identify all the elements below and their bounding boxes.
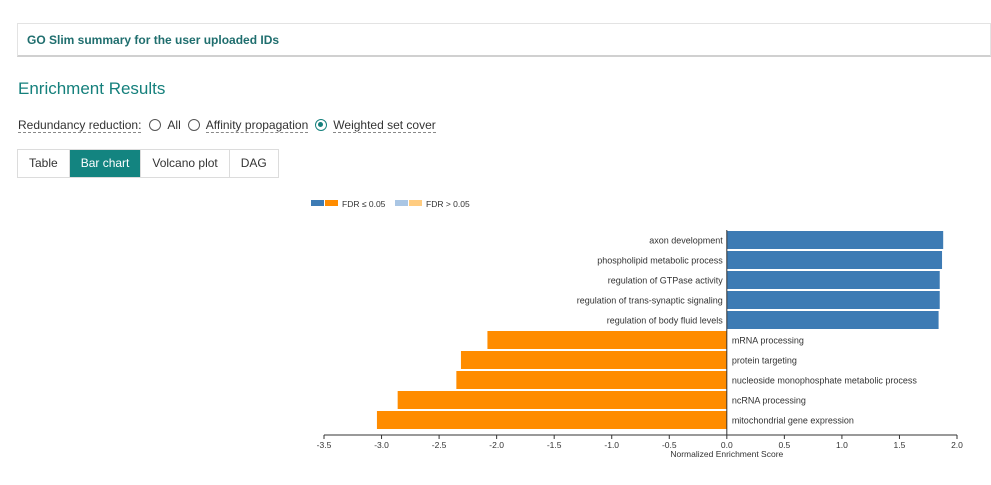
x-tick-label-12: 2.0	[951, 440, 963, 450]
bar-9[interactable]	[397, 391, 727, 409]
bar-2[interactable]	[726, 251, 943, 269]
radio-affinity-propagation[interactable]	[187, 119, 200, 131]
tab-bar-chart[interactable]: Bar chart	[69, 150, 142, 177]
category-label-2: phospholipid metabolic process	[597, 256, 723, 266]
x-tick-label-11: 1.5	[894, 440, 906, 450]
view-tabs: Table Bar chart Volcano plot DAG	[17, 149, 279, 178]
bar-8[interactable]	[456, 371, 727, 389]
go-slim-summary-title[interactable]: GO Slim summary for the user uploaded ID…	[27, 33, 280, 47]
x-tick-label-8: 0.0	[721, 440, 733, 450]
category-label-9: ncRNA processing	[732, 396, 806, 406]
bar-4[interactable]	[726, 291, 940, 309]
category-label-4: regulation of trans-synaptic signaling	[577, 296, 723, 306]
tab-dag[interactable]: DAG	[229, 150, 278, 177]
redundancy-reduction-group: Redundancy reduction: All Affinity propa…	[18, 116, 443, 134]
category-label-5: regulation of body fluid levels	[607, 316, 724, 326]
legend-swatch-1-2	[325, 200, 338, 206]
radio-option-affinity-propagation[interactable]: Affinity propagation	[187, 117, 309, 133]
legend-label-2: FDR > 0.05	[426, 199, 470, 209]
chart-legend: FDR ≤ 0.05 FDR > 0.05	[311, 199, 470, 209]
bar-10[interactable]	[376, 411, 727, 429]
chart-bars: axon development phospholipid metabolic p…	[376, 230, 944, 435]
legend-label-1: FDR ≤ 0.05	[342, 199, 386, 209]
category-label-6: mRNA processing	[732, 336, 804, 346]
radio-affinity-propagation-label: Affinity propagation	[205, 117, 309, 133]
x-axis: -3.5 -3.0 -2.5 -2.0 -1.5 -1.0 -0.5 0.0 0.5 1.0 1.5…	[317, 434, 963, 459]
enrichment-results-heading: Enrichment Results	[18, 79, 166, 98]
tab-volcano-plot[interactable]: Volcano plot	[141, 150, 230, 177]
go-slim-summary-panel[interactable]: GO Slim summary for the user uploaded ID…	[17, 23, 991, 57]
x-tick-label-2: -3.0	[374, 440, 389, 450]
x-tick-label-3: -2.5	[432, 440, 447, 450]
legend-swatch-2-2	[409, 200, 422, 206]
bar-3[interactable]	[726, 271, 940, 289]
legend-swatch-2-1	[395, 200, 408, 206]
category-label-10: mitochondrial gene expression	[732, 416, 854, 426]
radio-option-weighted-set-cover[interactable]: Weighted set cover	[315, 118, 436, 133]
x-tick-label-10: 1.0	[836, 440, 848, 450]
bar-5[interactable]	[726, 311, 939, 329]
radio-all-label: All	[167, 118, 181, 132]
legend-swatch-1-1	[311, 200, 324, 206]
bar-7[interactable]	[460, 351, 727, 369]
radio-option-all[interactable]: All	[149, 118, 181, 132]
x-tick-label-1: -3.5	[317, 440, 332, 450]
bar-1[interactable]	[726, 231, 944, 249]
enrichment-bar-chart: FDR ≤ 0.05 FDR > 0.05 axon development pho…	[311, 199, 963, 459]
category-label-8: nucleoside monophosphate metabolic proce…	[732, 376, 918, 386]
category-label-1: axon development	[649, 236, 723, 246]
x-tick-label-6: -1.0	[604, 440, 619, 450]
bar-6[interactable]	[487, 331, 727, 349]
x-axis-title: Normalized Enrichment Score	[670, 449, 783, 459]
radio-all[interactable]	[149, 119, 162, 131]
x-tick-label-7: -0.5	[662, 440, 677, 450]
x-tick-label-5: -1.5	[547, 440, 562, 450]
redundancy-reduction-label: Redundancy reduction:	[18, 117, 142, 133]
x-tick-label-9: 0.5	[778, 440, 790, 450]
x-tick-label-4: -2.0	[489, 440, 504, 450]
tab-table[interactable]: Table	[18, 150, 70, 177]
radio-weighted-set-cover-label: Weighted set cover	[333, 117, 436, 133]
category-label-3: regulation of GTPase activity	[608, 276, 724, 286]
radio-weighted-set-cover[interactable]	[315, 119, 328, 131]
category-label-7: protein targeting	[732, 356, 797, 366]
